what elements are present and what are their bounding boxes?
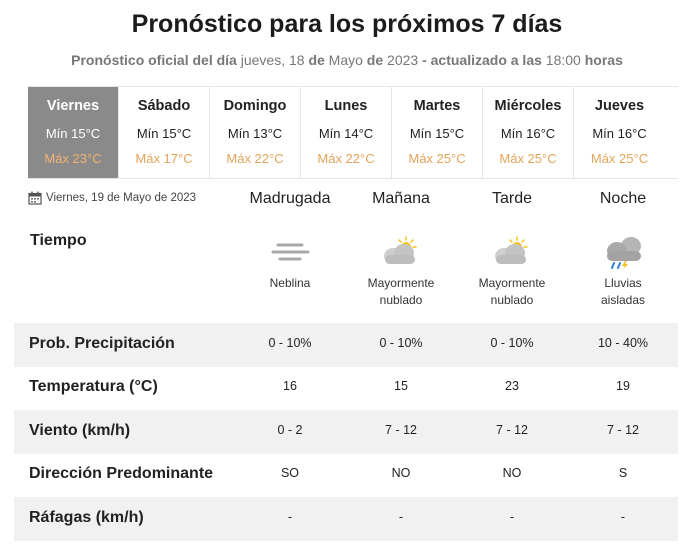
day-max-temp: Máx 25°C	[499, 151, 557, 166]
selected-date: Viernes, 19 de Mayo de 2023	[28, 191, 196, 205]
row-label: Dirección Predominante	[29, 465, 214, 482]
day-max-temp: Máx 25°C	[590, 151, 649, 166]
day-min-temp: Mín 13°C	[227, 126, 283, 141]
day-name: Miércoles	[494, 98, 562, 114]
weather-desc: Neblina	[269, 276, 311, 290]
row-wind: Viento (km/h) 0 - 2 7 - 12 7 - 12 7 - 12	[14, 410, 678, 454]
cell-value: SO	[280, 466, 300, 480]
cell-value: 0 - 2	[277, 423, 303, 437]
cell-value: 16	[283, 379, 297, 393]
day-max-temp: Máx 22°C	[226, 151, 284, 166]
day-tab-viernes[interactable]: Viernes Mín 15°C Máx 23°C	[28, 87, 119, 178]
weather-noche: Lluvias aisladas	[568, 234, 678, 309]
weather-madrugada: Neblina	[235, 234, 345, 292]
day-min-temp: Mín 15°C	[45, 126, 101, 141]
forecast-subtitle: Pronóstico oficial del día jueves, 18 de…	[71, 52, 623, 68]
period-manana: Mañana	[372, 190, 430, 207]
cell-value: -	[398, 510, 404, 524]
period-headers: Madrugada Mañana Tarde Noche	[235, 190, 678, 214]
day-name: Sábado	[137, 98, 191, 114]
fog-icon	[271, 243, 310, 261]
selected-date-text: Viernes, 19 de Mayo de 2023	[46, 192, 197, 204]
day-tab-martes[interactable]: Martes Mín 15°C Máx 25°C	[392, 87, 483, 178]
cell-value: 0 - 10%	[490, 336, 534, 350]
mostly-cloudy-icon	[495, 236, 528, 264]
cell-value: -	[509, 510, 515, 524]
day-name: Viernes	[46, 98, 100, 114]
cell-value: 15	[394, 379, 408, 393]
weather-desc: Mayormente	[367, 276, 435, 290]
row-precipitation: Prob. Precipitación 0 - 10% 0 - 10% 0 - …	[14, 323, 678, 367]
row-label: Viento (km/h)	[29, 422, 131, 439]
day-min-temp: Mín 15°C	[136, 126, 192, 141]
weather-label: Tiempo	[30, 232, 87, 249]
cell-value: 7 - 12	[496, 423, 528, 437]
day-name: Domingo	[223, 98, 287, 114]
day-max-temp: Máx 17°C	[135, 151, 193, 166]
weather-tarde: Mayormente nublado	[457, 234, 567, 309]
day-min-temp: Mín 14°C	[318, 126, 374, 141]
calendar-icon	[28, 191, 42, 205]
day-max-temp: Máx 25°C	[408, 151, 466, 166]
row-label: Prob. Precipitación	[29, 335, 175, 352]
cell-value: 0 - 10%	[379, 336, 423, 350]
cell-value: S	[618, 466, 628, 480]
day-name: Jueves	[594, 98, 645, 114]
row-label: Temperatura (°C)	[29, 378, 158, 395]
row-label: Ráfagas (km/h)	[29, 509, 144, 526]
cell-value: 7 - 12	[385, 423, 417, 437]
day-max-temp: Máx 22°C	[317, 151, 375, 166]
isolated-rain-icon	[607, 237, 641, 270]
day-min-temp: Mín 15°C	[409, 126, 465, 141]
cell-value: 19	[616, 379, 630, 393]
cell-value: 23	[505, 379, 519, 393]
day-min-temp: Mín 16°C	[592, 126, 647, 141]
cell-value: 10 - 40%	[597, 336, 649, 350]
weather-desc: Mayormente	[478, 276, 546, 290]
weather-manana: Mayormente nublado	[346, 234, 456, 309]
cell-value: -	[620, 510, 626, 524]
day-min-temp: Mín 16°C	[500, 126, 556, 141]
cell-value: NO	[502, 466, 522, 480]
period-tarde: Tarde	[491, 190, 533, 207]
row-gusts: Ráfagas (km/h) - - - -	[14, 497, 678, 541]
cell-value: 7 - 12	[607, 423, 639, 437]
weather-desc-2: nublado	[490, 293, 534, 307]
day-name: Martes	[413, 98, 461, 114]
weather-desc-2: aisladas	[600, 293, 646, 307]
cell-value: 0 - 10%	[268, 336, 312, 350]
day-tab-jueves[interactable]: Jueves Mín 16°C Máx 25°C	[574, 87, 665, 178]
cell-value: -	[287, 510, 293, 524]
period-madrugada: Madrugada	[249, 190, 331, 207]
day-tab-domingo[interactable]: Domingo Mín 13°C Máx 22°C	[210, 87, 301, 178]
weather-desc: Lluvias	[604, 276, 642, 290]
row-wind-direction: Dirección Predominante SO NO NO S	[14, 453, 678, 497]
mostly-cloudy-icon	[384, 236, 417, 264]
cell-value: NO	[391, 466, 411, 480]
day-max-temp: Máx 23°C	[44, 151, 102, 166]
day-tab-sabado[interactable]: Sábado Mín 15°C Máx 17°C	[119, 87, 210, 178]
period-noche: Noche	[599, 190, 647, 207]
day-tab-miercoles[interactable]: Miércoles Mín 16°C Máx 25°C	[483, 87, 574, 178]
row-temperature: Temperatura (°C) 16 15 23 19	[14, 366, 678, 410]
weather-desc-2: nublado	[379, 293, 423, 307]
day-tabs: Viernes Mín 15°C Máx 23°C Sábado Mín 15°…	[28, 86, 678, 179]
day-name: Lunes	[324, 98, 368, 114]
page-title: Pronóstico para los próximos 7 días	[131, 10, 563, 38]
day-tab-lunes[interactable]: Lunes Mín 14°C Máx 22°C	[301, 87, 392, 178]
